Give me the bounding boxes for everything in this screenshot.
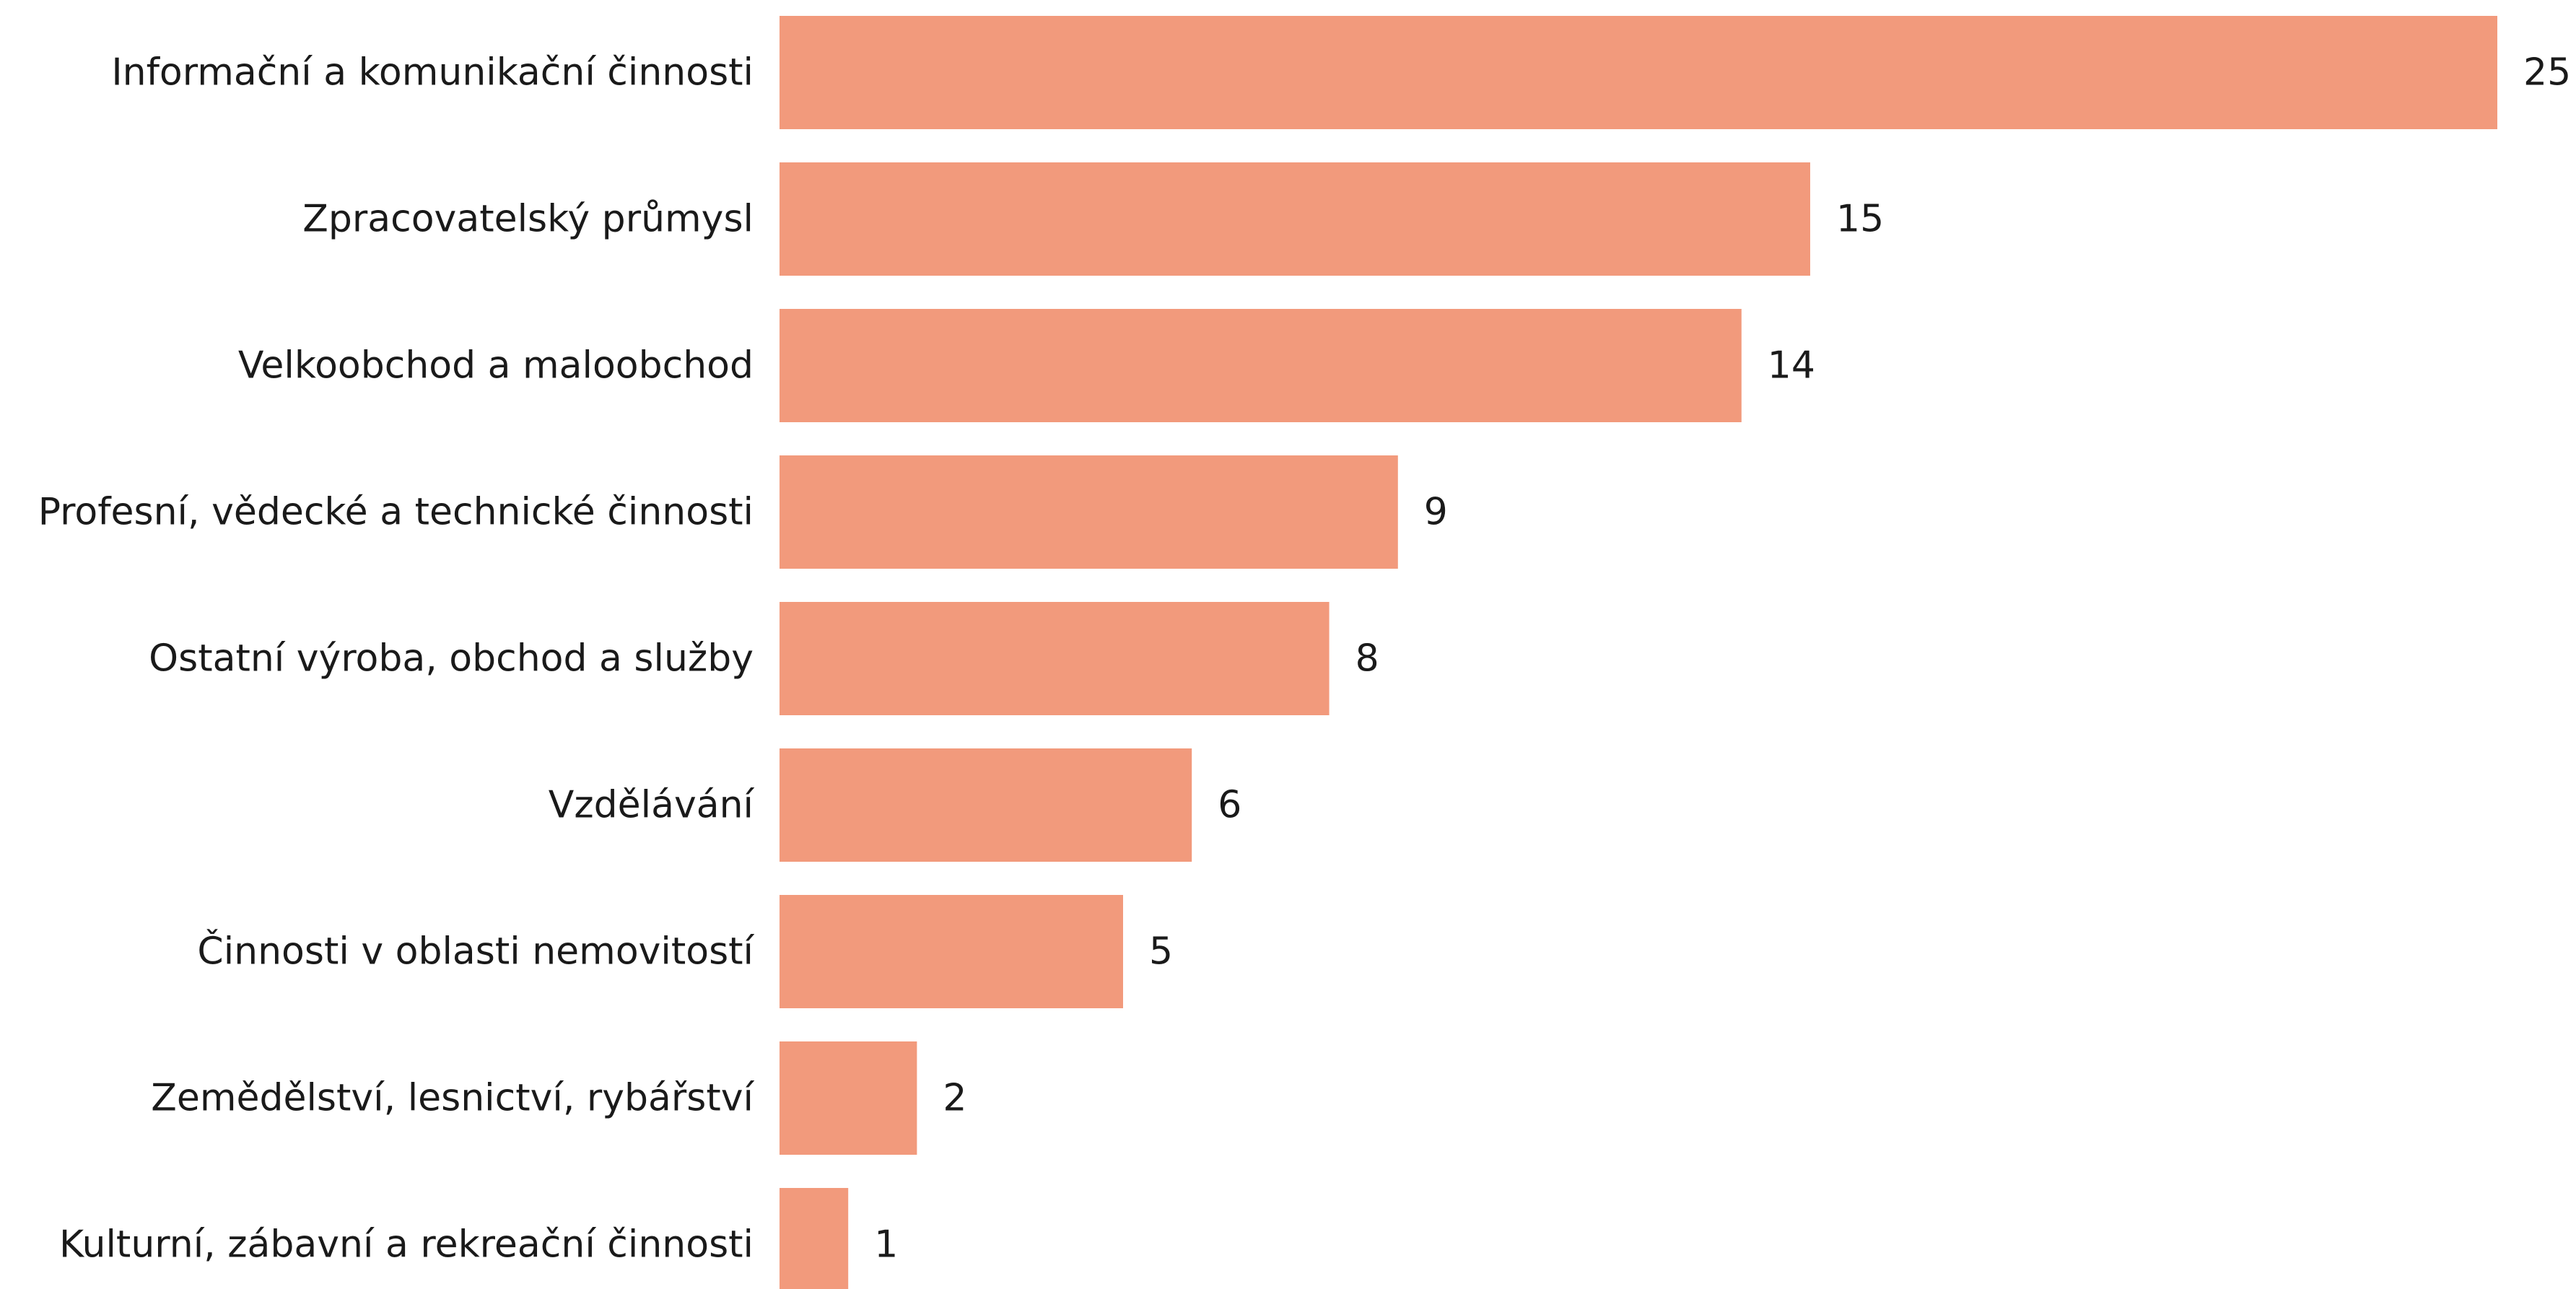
value-label: 1	[874, 1223, 898, 1267]
category-label: Ostatní výroba, obchod a služby	[149, 637, 754, 681]
bars	[780, 16, 2497, 1289]
category-label: Vzdělávání	[549, 784, 755, 827]
value-label: 2	[943, 1077, 966, 1120]
value-label: 5	[1149, 930, 1173, 974]
value-labels: 25 15 14 9 8 6 5 2 1	[874, 51, 2571, 1267]
value-label: 25	[2523, 51, 2571, 95]
value-label: 8	[1355, 637, 1379, 681]
value-label: 15	[1836, 198, 1884, 241]
category-label: Velkoobchod a maloobchod	[238, 344, 754, 388]
category-label: Činnosti v oblasti nemovitostí	[197, 929, 754, 974]
bar	[780, 16, 2497, 129]
bar	[780, 309, 1742, 422]
category-label: Zemědělství, lesnictví, rybářství	[151, 1077, 754, 1120]
bar	[780, 895, 1123, 1008]
category-label: Zpracovatelský průmysl	[302, 198, 754, 241]
bar	[780, 748, 1192, 862]
category-label: Profesní, vědecké a technické činnosti	[38, 491, 754, 534]
bar	[780, 602, 1330, 715]
bar	[780, 455, 1398, 569]
bar	[780, 1041, 917, 1155]
bar	[780, 1188, 849, 1289]
bar	[780, 162, 1810, 276]
category-label: Informační a komunikační činnosti	[111, 51, 754, 95]
value-label: 6	[1218, 784, 1241, 827]
category-label: Kulturní, zábavní a rekreační činnosti	[59, 1223, 754, 1267]
value-label: 9	[1424, 491, 1448, 534]
category-labels: Informační a komunikační činnosti Zpracov…	[38, 51, 755, 1267]
value-label: 14	[1768, 344, 1815, 388]
